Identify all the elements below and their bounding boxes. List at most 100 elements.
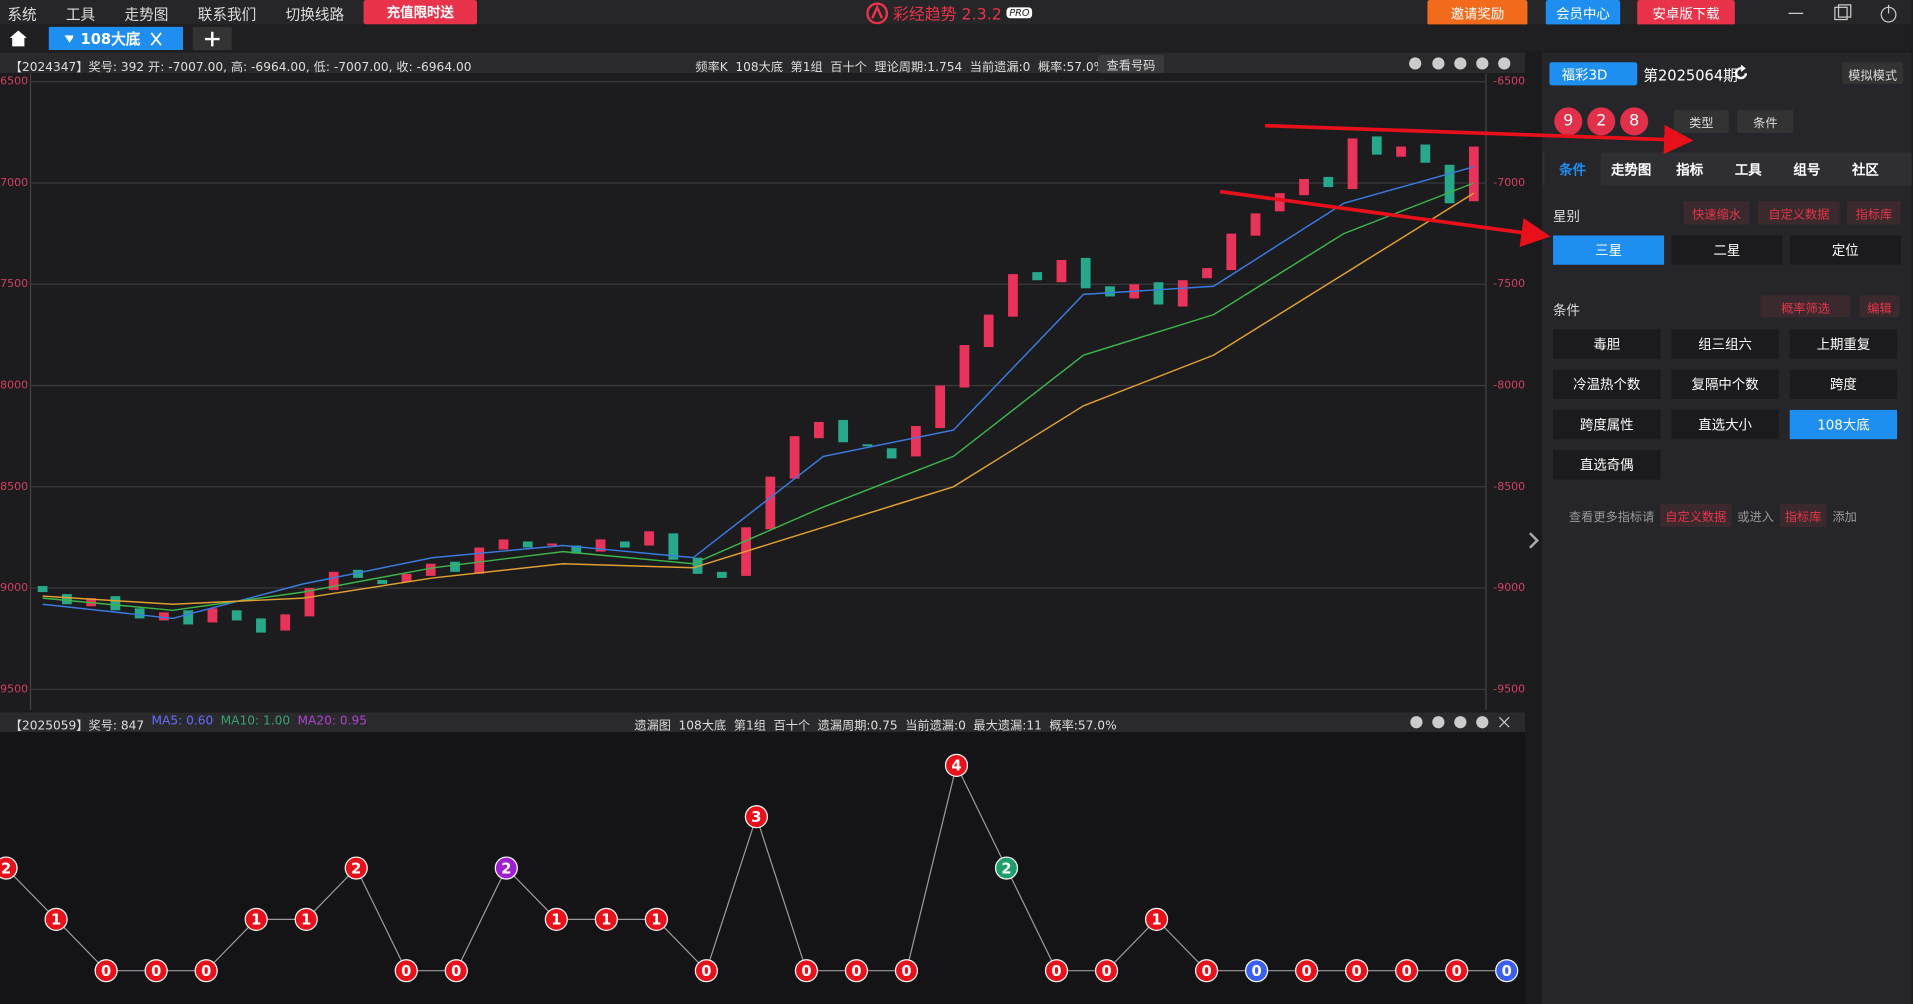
candle	[425, 563, 436, 576]
nav-tab[interactable]: 工具	[1734, 161, 1762, 178]
menu-item[interactable]: 工具	[65, 6, 96, 24]
ma-label: MA5: 0.60	[151, 714, 214, 729]
upper-info: 【2024347】奖号: 392 开: -7007.00, 高: -6964.0…	[9, 61, 472, 75]
footer: 查看更多指标请 自定义数据 或进入 指标库 添加	[1569, 503, 1857, 528]
app-title-wrap: 彩经趋势 2.3.2 PRO	[866, 1, 1033, 24]
menu-item[interactable]: 系统	[7, 6, 37, 24]
cond-button[interactable]: 直选奇偶	[1553, 450, 1661, 480]
y-tick-label: -9000	[1493, 581, 1525, 594]
omission-point	[994, 856, 1019, 880]
ball: 9	[1554, 107, 1583, 136]
link-pill[interactable]: 指标库	[1847, 201, 1901, 225]
cond-button[interactable]: 108大底	[1789, 409, 1898, 440]
cond-button[interactable]: 冷温热个数	[1553, 369, 1661, 399]
y-tick-label: -6500	[0, 75, 28, 88]
menu: 系统 工具 走势图 联系我们 切换线路	[7, 4, 344, 25]
candle	[1080, 257, 1091, 289]
omission-point	[1044, 959, 1069, 983]
lottery-select[interactable]: 福彩3D	[1549, 62, 1638, 86]
omission-label: 1	[601, 912, 611, 929]
omission-point	[194, 959, 218, 983]
candle	[1250, 213, 1261, 236]
omission-point	[94, 959, 118, 983]
nav-tab[interactable]: 走势图	[1611, 161, 1652, 178]
invite-button[interactable]: 邀请奖励	[1427, 0, 1528, 26]
tab-close[interactable]	[148, 31, 165, 46]
lower-tools[interactable]	[1385, 714, 1519, 731]
download-button[interactable]: 安卓版下载	[1637, 0, 1735, 26]
candle	[304, 588, 315, 617]
candle	[159, 612, 169, 621]
omission-label: 0	[1402, 963, 1412, 980]
cond-button[interactable]: 跨度	[1789, 369, 1898, 399]
menu-item[interactable]: 切换线路	[285, 6, 345, 24]
cond-button[interactable]: 复隔中个数	[1671, 369, 1779, 399]
footer-text: 或进入	[1737, 511, 1774, 525]
star-button[interactable]: 定位	[1789, 235, 1901, 265]
candle	[935, 385, 946, 429]
omission-point	[1395, 959, 1419, 983]
y-tick-label: -9000	[0, 581, 28, 594]
home-icon[interactable]	[6, 28, 30, 48]
candle	[1202, 268, 1212, 279]
candle	[813, 421, 824, 439]
candle	[1032, 272, 1043, 281]
omission-label: 2	[1001, 860, 1011, 877]
member-button[interactable]: 会员中心	[1545, 0, 1621, 26]
candle	[1323, 176, 1334, 188]
cond-button[interactable]: 直选大小	[1671, 409, 1779, 440]
nav-tab[interactable]: 条件	[1544, 152, 1601, 186]
menu-item[interactable]: 联系我们	[197, 6, 257, 24]
candle	[668, 533, 679, 560]
link-pill[interactable]: 自定义数据	[1758, 201, 1840, 225]
ma-line	[42, 182, 1475, 612]
footer-link[interactable]: 自定义数据	[1660, 503, 1732, 528]
cond-button[interactable]: 毒胆	[1553, 329, 1661, 359]
sim-mode[interactable]: 模拟模式	[1842, 62, 1904, 85]
candle	[1371, 136, 1382, 155]
cond-button[interactable]: 组三组六	[1671, 329, 1779, 359]
upper-tools[interactable]	[1403, 54, 1519, 74]
window-controls[interactable]	[1781, 2, 1903, 24]
sidebar: 福彩3D 第2025064期 模拟模式 类型 条件 星别 条件 概率筛选 编辑 …	[1542, 52, 1912, 1004]
star-button[interactable]: 三星	[1553, 235, 1665, 265]
omission-label: 1	[251, 912, 261, 929]
badge: PRO	[1006, 7, 1033, 19]
footer-link[interactable]: 指标库	[1779, 503, 1827, 528]
nav-tab[interactable]: 指标	[1676, 161, 1704, 178]
candle	[619, 541, 630, 548]
omission-label: 2	[1, 860, 11, 877]
candle	[37, 586, 48, 593]
star-button[interactable]: 二星	[1671, 235, 1783, 265]
type-dropdown[interactable]: 类型	[1673, 109, 1729, 133]
ma-line	[42, 192, 1475, 605]
omission-point	[394, 959, 418, 983]
nav-tab[interactable]: 社区	[1851, 161, 1879, 178]
cond-button[interactable]: 跨度属性	[1553, 409, 1661, 440]
y-tick-label: -8500	[1493, 480, 1525, 493]
y-tick-label: -6500	[1493, 75, 1525, 88]
tab[interactable]: 108大底	[48, 26, 183, 51]
cond-dropdown[interactable]: 条件	[1737, 109, 1794, 133]
omission-label: 1	[1151, 912, 1161, 929]
candle	[1274, 193, 1285, 212]
menu-item[interactable]: 走势图	[124, 6, 169, 24]
filter-button[interactable]: 概率筛选	[1760, 295, 1851, 318]
refresh-icon[interactable]	[1732, 64, 1749, 82]
logo	[866, 1, 889, 24]
link-pill[interactable]: 快速缩水	[1683, 201, 1750, 225]
tab-caret	[64, 34, 74, 43]
y-tick-label: -7500	[0, 277, 28, 290]
nav-tab[interactable]: 组号	[1793, 161, 1821, 178]
promo-button[interactable]: 充值限时送	[363, 0, 478, 25]
cond-button[interactable]: 上期重复	[1789, 329, 1898, 359]
view-numbers[interactable]: 查看号码	[1098, 54, 1164, 74]
edit-button[interactable]: 编辑	[1859, 295, 1900, 318]
omission-label: 0	[1452, 963, 1462, 980]
omission-label: 0	[1302, 963, 1312, 980]
candle	[1226, 233, 1237, 271]
add-tab[interactable]	[192, 26, 232, 51]
collapse-arrow[interactable]	[1526, 531, 1541, 551]
ma-label: MA20: 0.95	[297, 714, 368, 729]
omission-point	[1345, 959, 1369, 983]
